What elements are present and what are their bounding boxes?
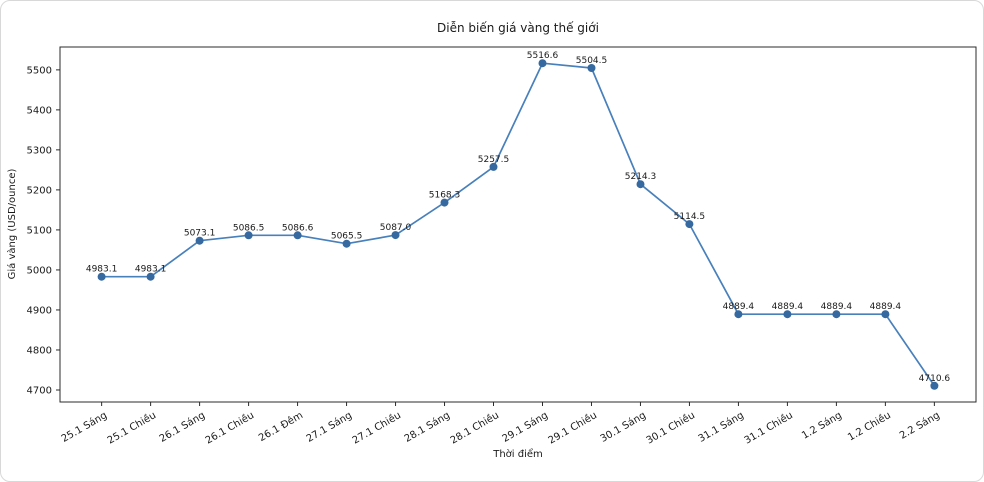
y-tick-label: 4800 <box>27 345 52 356</box>
x-tick-label: 26.1 Sáng <box>157 409 207 445</box>
x-tick-label: 31.1 Sáng <box>696 409 746 445</box>
x-tick-label: 31.1 Chiều <box>742 409 795 446</box>
chart-title: Diễn biến giá vàng thế giới <box>437 21 599 35</box>
x-tick-label: 1.2 Chiều <box>846 409 893 443</box>
data-point-marker <box>440 198 449 207</box>
y-axis-label: Giá vàng (USD/ounce) <box>6 169 18 280</box>
data-point-label: 5086.5 <box>233 223 265 233</box>
y-tick-label: 5300 <box>27 145 52 156</box>
data-point-marker <box>685 220 694 229</box>
y-tick-label: 4900 <box>27 305 52 316</box>
x-tick-label: 25.1 Chiều <box>105 409 158 446</box>
data-point-marker <box>832 310 841 319</box>
data-point-label: 5504.5 <box>576 56 608 66</box>
x-tick-label: 28.1 Chiều <box>448 409 501 446</box>
data-point-marker <box>734 310 743 319</box>
plot-border <box>59 46 977 403</box>
x-tick-label: 28.1 Sáng <box>402 409 452 445</box>
data-point-marker <box>587 64 596 72</box>
y-tick-label: 5200 <box>27 185 52 196</box>
data-point-marker <box>146 272 155 281</box>
data-point-label: 4889.4 <box>870 302 902 312</box>
y-tick-label: 4700 <box>27 385 52 396</box>
data-point-label: 5065.5 <box>331 232 363 242</box>
price-line <box>100 62 936 387</box>
x-tick-label: 26.1 Chiều <box>203 409 256 446</box>
data-point-label: 4889.4 <box>723 302 755 312</box>
x-tick-label: 26.1 Đêm <box>257 409 306 444</box>
x-tick-label: 30.1 Sáng <box>598 409 648 445</box>
data-point-marker <box>97 272 106 281</box>
data-point-marker <box>293 231 302 240</box>
data-point-label: 5114.5 <box>674 212 706 222</box>
y-tick-label: 5400 <box>27 105 52 116</box>
data-point-label: 5168.3 <box>429 191 461 201</box>
data-point-marker <box>489 162 498 171</box>
data-point-label: 5087.0 <box>380 223 412 233</box>
data-point-marker <box>391 231 400 240</box>
data-point-marker <box>636 180 645 189</box>
data-point-label: 5086.6 <box>282 223 314 233</box>
data-point-label: 4983.1 <box>86 265 118 275</box>
data-point-label: 4889.4 <box>821 302 853 312</box>
x-tick-label: 27.1 Sáng <box>304 409 354 445</box>
data-point-marker <box>783 310 792 319</box>
x-tick-label: 30.1 Chiều <box>644 409 697 446</box>
y-tick-label: 5100 <box>27 225 52 236</box>
y-tick-label: 5000 <box>27 265 52 276</box>
data-point-marker <box>881 310 890 319</box>
data-point-marker <box>244 231 253 240</box>
data-point-marker <box>930 381 939 390</box>
data-point-label: 5073.1 <box>184 229 216 239</box>
x-axis-label: Thời điểm <box>492 447 543 460</box>
x-tick-label: 27.1 Chiều <box>350 409 403 446</box>
x-tick-label: 2.2 Sáng <box>898 409 942 442</box>
data-point-label: 4710.6 <box>919 374 951 384</box>
x-tick-label: 29.1 Sáng <box>500 409 550 445</box>
y-tick-label: 5500 <box>27 65 52 76</box>
x-tick-label: 25.1 Sáng <box>59 409 109 445</box>
data-point-label: 4983.1 <box>135 265 167 275</box>
plot-area: 4700 4800 4900 5000 5100 5200 5300 5400 5500 25.1… <box>27 46 977 447</box>
x-tick-label: 29.1 Chiều <box>546 409 599 446</box>
x-tick-label: 1.2 Sáng <box>800 409 844 442</box>
data-point-label: 4889.4 <box>772 302 804 312</box>
data-point-marker <box>195 236 204 245</box>
data-point-label: 5516.6 <box>527 51 559 61</box>
data-point-label: 5257.5 <box>478 155 510 165</box>
data-point-marker <box>342 239 351 248</box>
data-point-label: 5214.3 <box>625 172 657 182</box>
data-point-marker <box>538 59 547 68</box>
